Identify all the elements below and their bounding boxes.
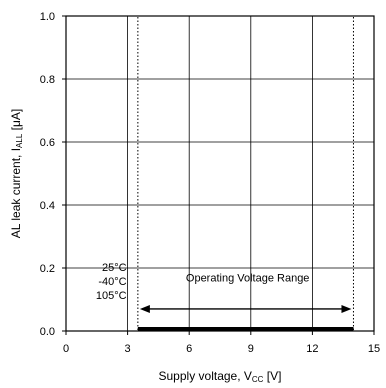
- x-tick-label: 6: [186, 343, 192, 355]
- operating-range-label: Operating Voltage Range: [186, 272, 310, 284]
- y-tick-label: 0.0: [40, 326, 55, 338]
- arrow-head-right: [341, 304, 352, 313]
- series-label: 105°C: [96, 290, 127, 302]
- arrow-head-left: [139, 304, 150, 313]
- grid-lines: [66, 16, 374, 331]
- y-tick-label: 0.6: [40, 137, 55, 149]
- series-label: -40°C: [98, 276, 126, 288]
- x-tick-labels: 0 3 6 9 12 15: [63, 331, 380, 355]
- series-labels: 25°C -40°C 105°C: [96, 262, 127, 302]
- y-tick-label: 1.0: [40, 11, 55, 23]
- y-tick-label: 0.8: [40, 74, 55, 86]
- y-tick-label: 0.2: [40, 263, 55, 275]
- x-tick-label: 9: [248, 343, 254, 355]
- x-tick-label: 15: [368, 343, 380, 355]
- x-tick-label: 0: [63, 343, 69, 355]
- y-axis-label: AL leak current, IALL [μA]: [9, 109, 24, 238]
- x-axis-label: Supply voltage, VCC [V]: [159, 369, 282, 384]
- x-tick-label: 12: [306, 343, 318, 355]
- y-tick-labels: 0.0 0.2 0.4 0.6 0.8 1.0: [40, 11, 66, 338]
- operating-range-arrow: [139, 304, 352, 313]
- series-label: 25°C: [102, 262, 127, 274]
- plot-frame: [65, 15, 375, 332]
- x-tick-label: 3: [125, 343, 131, 355]
- y-tick-label: 0.4: [40, 200, 55, 212]
